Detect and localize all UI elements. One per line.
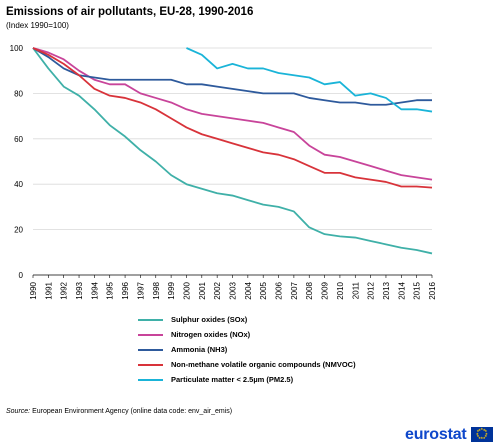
eurostat-logo: eurostat (405, 426, 467, 443)
x-tick-label: 1995 (106, 281, 115, 299)
source-note: Source: European Environment Agency (onl… (6, 408, 232, 415)
x-tick-label: 1998 (152, 281, 161, 299)
flag-star-icon: ★ (484, 431, 489, 436)
x-tick-label: 2009 (321, 281, 330, 299)
flag-star-icon: ★ (482, 427, 486, 432)
flag-star-icon: ★ (484, 429, 488, 434)
chart-title: Emissions of air pollutants, EU-28, 1990… (6, 6, 254, 18)
x-tick-label: 1993 (75, 281, 84, 299)
x-tick-label: 1991 (44, 281, 53, 299)
x-tick-label: 2011 (351, 281, 360, 299)
x-tick-label: 1990 (29, 281, 38, 299)
y-tick-label: 40 (14, 180, 23, 189)
legend-label: Sulphur oxides (SOx) (171, 315, 248, 324)
flag-star-icon: ★ (480, 427, 484, 432)
series-lines (32, 47, 433, 255)
x-tick-label: 2012 (367, 281, 376, 299)
series-line-1 (32, 47, 433, 181)
chart-legend: Sulphur oxides (SOx) Nitrogen oxides (NOx… (138, 312, 356, 387)
series-line-0 (32, 47, 433, 255)
x-tick-label: 2005 (259, 281, 268, 299)
flag-star-icon: ★ (478, 427, 482, 432)
y-tick-label: 0 (19, 271, 24, 280)
eu-flag-icon: ★ ★ ★ ★ ★ ★ ★ ★ ★ ★ ★ ★ (471, 427, 493, 442)
legend-label: Nitrogen oxides (NOx) (171, 330, 251, 339)
flag-star-icon: ★ (476, 429, 480, 434)
legend-item: Particulate matter < 2.5µm (PM2.5) (138, 372, 356, 387)
legend-item: Sulphur oxides (SOx) (138, 312, 356, 327)
y-axis-ticks: 0 20 40 60 80 100 (10, 44, 24, 280)
flag-star-icon: ★ (482, 435, 486, 440)
x-tick-label: 2006 (275, 281, 284, 299)
chart-subtitle: (Index 1990=100) (6, 21, 69, 30)
x-tick-label: 2016 (428, 281, 437, 299)
x-tick-label: 1994 (90, 281, 99, 299)
y-tick-label: 100 (10, 44, 24, 53)
y-tick-label: 80 (14, 89, 23, 98)
x-tick-label: 1999 (167, 281, 176, 299)
x-tick-label: 1996 (121, 281, 130, 299)
legend-swatch (138, 363, 163, 366)
series-line-3 (32, 47, 433, 189)
legend-label: Ammonia (NH3) (171, 345, 228, 354)
y-tick-label: 20 (14, 226, 23, 235)
x-tick-label: 1997 (136, 281, 145, 299)
flag-star-icon: ★ (476, 434, 480, 438)
series-line-4 (186, 47, 433, 113)
legend-item: Non-methane volatile organic compounds (… (138, 357, 356, 372)
legend-item: Nitrogen oxides (NOx) (138, 327, 356, 342)
legend-label: Particulate matter < 2.5µm (PM2.5) (171, 375, 294, 384)
series-line-2 (32, 47, 432, 106)
flag-star-icon: ★ (484, 434, 488, 438)
x-axis: 1990 1991 1992 1993 1994 1995 1996 1997 1998 1999… (29, 274, 437, 300)
x-tick-label: 2015 (413, 281, 422, 299)
x-tick-label: 2003 (229, 281, 238, 299)
legend-swatch (138, 318, 163, 321)
legend-swatch (138, 348, 163, 351)
x-tick-label: 2014 (397, 281, 406, 299)
flag-star-icon: ★ (475, 431, 479, 436)
source-text: European Environment Agency (online data… (30, 408, 233, 415)
x-tick-label: 2001 (198, 281, 207, 299)
legend-swatch (138, 378, 163, 381)
x-tick-label: 2002 (213, 281, 222, 299)
x-tick-label: 2008 (305, 281, 314, 299)
source-label: Source: (6, 408, 31, 415)
legend-item: Ammonia (NH3) (138, 342, 356, 357)
x-tick-label: 2007 (290, 281, 299, 299)
x-tick-label: 2004 (244, 281, 253, 299)
flag-star-icon: ★ (480, 436, 484, 441)
x-tick-label: 2010 (336, 281, 345, 299)
x-tick-label: 2013 (382, 281, 391, 299)
x-tick-label: 2000 (182, 281, 191, 299)
legend-label: Non-methane volatile organic compounds (… (171, 360, 356, 369)
gridlines (33, 47, 432, 231)
flag-star-icon: ★ (478, 435, 482, 440)
y-tick-label: 60 (14, 135, 23, 144)
x-tick-label: 1992 (60, 281, 69, 299)
legend-swatch (138, 333, 163, 336)
